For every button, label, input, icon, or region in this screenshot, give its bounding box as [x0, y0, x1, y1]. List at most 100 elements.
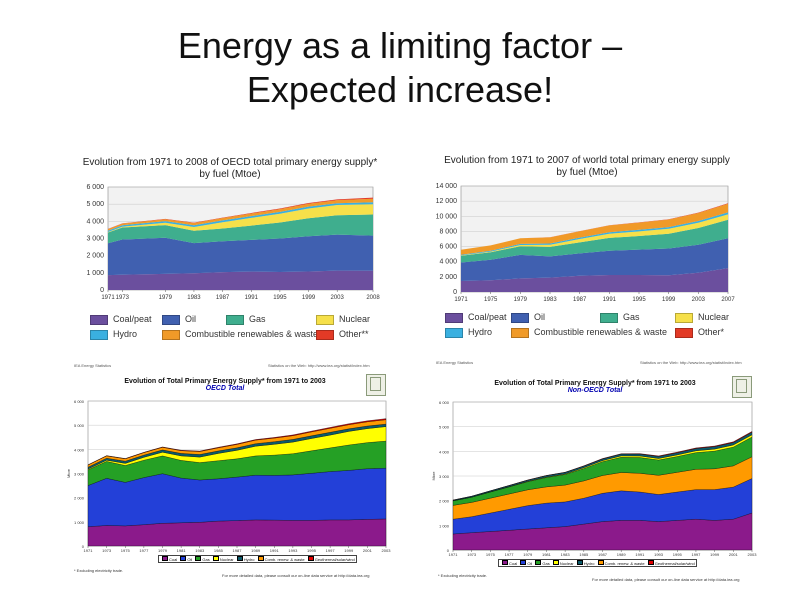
legend-swatch [90, 314, 108, 325]
legend-label: Gas [202, 557, 210, 562]
legend-swatch [316, 314, 334, 325]
legend-label: Oil [187, 557, 193, 562]
y-tick-label: 4 000 [86, 218, 104, 225]
x-tick-label: 2007 [721, 297, 735, 303]
y-tick-label: 1 000 [86, 270, 104, 277]
x-tick-label: 1987 [598, 552, 608, 557]
x-tick-label: 1991 [635, 552, 645, 557]
slide-title: Energy as a limiting factor – Expected i… [0, 24, 800, 112]
y-tick-label: 0 [100, 287, 104, 294]
x-tick-label: 1975 [484, 297, 498, 303]
y-tick-label: 0 [453, 289, 457, 296]
x-tick-label: 1991 [245, 295, 259, 301]
y-tick-label: 2 000 [86, 253, 104, 260]
area-series-coal-peat [461, 268, 728, 292]
legend-item-oil: Oil [511, 312, 545, 323]
x-tick-label: 1997 [326, 548, 336, 553]
x-tick-label: 1971 [449, 552, 459, 557]
x-tick-label: 1979 [523, 552, 533, 557]
x-tick-label: 1971 [454, 297, 468, 303]
legend-item-combustible: Combustible renewables & waste [162, 329, 318, 340]
chart-legend: Coal Oil Gas Nuclear Hydro Comb. renew. … [158, 555, 357, 563]
header-left: IEA Energy Statistics [436, 360, 474, 365]
legend-item-combustible: Combustible renewables & waste [511, 327, 667, 338]
chart-legend: Coal Oil Gas Nuclear Hydro Comb. renew. … [498, 559, 697, 567]
legend-swatch [511, 312, 529, 323]
x-tick-label: 2001 [363, 548, 373, 553]
y-tick-label: 6 000 [74, 399, 85, 404]
legend-label: Nuclear [219, 557, 234, 562]
area-series-gas [108, 214, 373, 244]
y-tick-label: 5 000 [74, 423, 85, 428]
x-tick-label: 1985 [214, 548, 224, 553]
x-tick-label: 1977 [505, 552, 515, 557]
legend-label: Nuclear [698, 312, 730, 322]
footer-note: For more detailed data, please consult o… [222, 573, 370, 578]
legend-item-coal: Coal/peat [445, 312, 507, 323]
legend-item-oil: Oil [162, 314, 196, 325]
y-tick-label: 2 000 [439, 274, 457, 281]
x-tick-label: 2003 [748, 552, 758, 557]
y-tick-label: 2 000 [74, 496, 85, 501]
legend-item-hydro: Hydro [90, 329, 137, 340]
legend-label: Hydro [243, 557, 255, 562]
x-tick-label: 1975 [486, 552, 496, 557]
x-tick-label: 1983 [543, 297, 557, 303]
area-series-nuclear [108, 204, 373, 233]
x-tick-label: 1985 [579, 552, 589, 557]
legend-swatch [511, 327, 529, 338]
chart-title-text: Evolution of Total Primary Energy Supply… [124, 378, 326, 385]
y-tick-label: 4 000 [439, 449, 450, 454]
x-tick-label: 1981 [542, 552, 552, 557]
legend-item-hydro: Hydro [445, 327, 492, 338]
chart-subtitle: OECD Total [205, 385, 245, 392]
legend-swatch [90, 329, 108, 340]
x-tick-label: 1995 [307, 548, 317, 553]
legend-label: Hydro [583, 561, 595, 566]
x-tick-label: 1987 [573, 297, 587, 303]
legend-label: Comb. renew. & waste [264, 557, 305, 562]
area-series-oil [461, 238, 728, 281]
y-tick-label: 8 000 [439, 228, 457, 235]
x-tick-label: 1983 [561, 552, 571, 557]
y-axis-label: Mtoe [431, 471, 436, 481]
x-tick-label: 1983 [187, 295, 201, 301]
x-tick-label: 1979 [158, 548, 168, 553]
y-tick-label: 0 [447, 548, 450, 553]
legend-label: Gas [623, 312, 640, 322]
legend-item-other: Other* [675, 327, 724, 338]
legend-label: Oil [534, 312, 545, 322]
legend-label: Combustible renewables & waste [534, 327, 668, 337]
y-tick-label: 5 000 [86, 201, 104, 208]
x-tick-label: 1979 [514, 297, 528, 303]
x-tick-label: 1973 [116, 295, 130, 301]
chart-title: Evolution from 1971 to 2008 of OECD tota… [82, 157, 378, 180]
header-left: IEA Energy Statistics [74, 363, 112, 368]
legend-item-coal: Coal/peat [90, 314, 152, 325]
slide-title-line1: Energy as a limiting factor – [177, 25, 623, 66]
legend-swatch [445, 327, 463, 338]
area-series-geothermal-solar-wind [87, 418, 387, 466]
x-tick-label: 1973 [102, 548, 112, 553]
x-tick-label: 2008 [366, 295, 380, 301]
y-tick-label: 3 000 [74, 472, 85, 477]
legend-label: Geothermal/solar/wind [654, 561, 695, 566]
x-tick-label: 1983 [195, 548, 205, 553]
legend-label: Combustible renewables & waste [185, 329, 319, 339]
area-series-geothermal-solar-wind [452, 431, 753, 501]
x-tick-label: 1999 [302, 295, 316, 301]
legend-label: Oil [185, 314, 196, 324]
y-tick-label: 4 000 [439, 259, 457, 266]
y-tick-label: 2 000 [439, 499, 450, 504]
x-tick-label: 2001 [729, 552, 739, 557]
x-tick-label: 1987 [216, 295, 230, 301]
x-tick-label: 1999 [344, 548, 354, 553]
x-tick-label: 1991 [603, 297, 617, 303]
area-series-oil [108, 234, 373, 276]
y-tick-label: 12 000 [436, 198, 458, 205]
footnote: * Excluding electricity trade. [74, 568, 124, 573]
legend-label: Gas [542, 561, 550, 566]
x-tick-label: 1975 [121, 548, 131, 553]
legend-label: Nuclear [339, 314, 371, 324]
